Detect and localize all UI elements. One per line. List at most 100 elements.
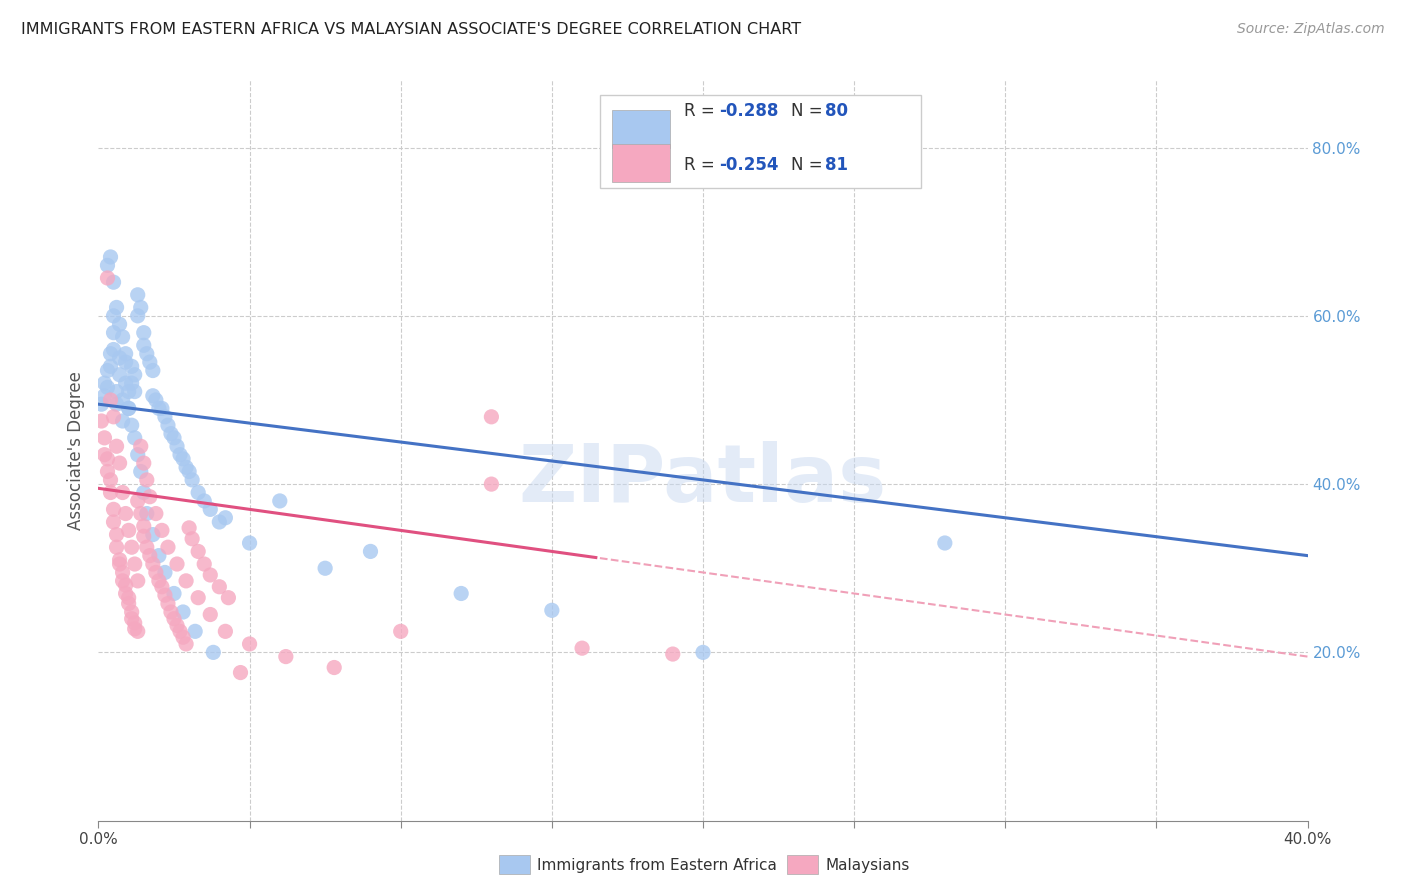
Point — [105, 527, 128, 541]
Point — [100, 359, 122, 374]
Point — [360, 544, 382, 558]
Point — [135, 347, 157, 361]
Point — [132, 519, 155, 533]
Y-axis label: Associate's Degree: Associate's Degree — [66, 371, 84, 530]
Point — [200, 607, 222, 622]
Point — [121, 359, 143, 374]
Point — [145, 566, 167, 580]
Text: N =: N = — [792, 103, 828, 120]
Point — [124, 615, 146, 630]
Point — [172, 451, 194, 466]
Point — [208, 580, 231, 594]
Point — [129, 465, 152, 479]
Text: 81: 81 — [825, 156, 848, 174]
Point — [111, 566, 134, 580]
Point — [193, 494, 215, 508]
Point — [114, 507, 136, 521]
Text: ZIPatlas: ZIPatlas — [519, 441, 887, 519]
Point — [139, 549, 162, 563]
Point — [172, 605, 194, 619]
Point — [148, 549, 170, 563]
Point — [139, 355, 162, 369]
Point — [105, 540, 128, 554]
Point — [163, 431, 186, 445]
Point — [127, 574, 149, 588]
Point — [129, 439, 152, 453]
Point — [96, 465, 118, 479]
Point — [114, 347, 136, 361]
Point — [111, 392, 134, 407]
Point — [108, 318, 131, 332]
Point — [118, 591, 141, 605]
Point — [132, 529, 155, 543]
Point — [239, 536, 262, 550]
Point — [118, 384, 141, 399]
Point — [127, 448, 149, 462]
Point — [114, 586, 136, 600]
Point — [121, 540, 143, 554]
Point — [105, 301, 128, 315]
Point — [124, 557, 146, 571]
Point — [274, 649, 297, 664]
Point — [153, 409, 176, 424]
Point — [103, 343, 125, 357]
Point — [105, 439, 128, 453]
Point — [142, 363, 165, 377]
Point — [114, 376, 136, 391]
Point — [111, 574, 134, 588]
Point — [124, 384, 146, 399]
Point — [692, 645, 714, 659]
Point — [160, 605, 183, 619]
Point — [111, 414, 134, 428]
Point — [121, 376, 143, 391]
Text: Malaysians: Malaysians — [825, 858, 910, 872]
Point — [172, 630, 194, 644]
Text: R =: R = — [683, 156, 720, 174]
Point — [132, 485, 155, 500]
Point — [139, 490, 162, 504]
Point — [142, 527, 165, 541]
Point — [163, 612, 186, 626]
Point — [118, 597, 141, 611]
Point — [934, 536, 956, 550]
Point — [200, 568, 222, 582]
Point — [124, 622, 146, 636]
Point — [111, 485, 134, 500]
Point — [135, 540, 157, 554]
Point — [174, 460, 197, 475]
Point — [450, 586, 472, 600]
Point — [174, 637, 197, 651]
Point — [150, 401, 173, 416]
Point — [121, 418, 143, 433]
Point — [540, 603, 562, 617]
Point — [169, 448, 191, 462]
Point — [96, 258, 118, 272]
Point — [100, 485, 122, 500]
Point — [571, 641, 593, 656]
Point — [105, 397, 128, 411]
Point — [214, 624, 236, 639]
Point — [323, 660, 346, 674]
Point — [184, 624, 207, 639]
Point — [145, 392, 167, 407]
Point — [187, 591, 209, 605]
Point — [100, 250, 122, 264]
Point — [166, 557, 188, 571]
Point — [200, 502, 222, 516]
Point — [193, 557, 215, 571]
Point — [142, 389, 165, 403]
Point — [108, 456, 131, 470]
Text: R =: R = — [683, 103, 720, 120]
Point — [153, 588, 176, 602]
Point — [111, 330, 134, 344]
Point — [103, 409, 125, 424]
Point — [132, 326, 155, 340]
Point — [118, 401, 141, 416]
Point — [118, 524, 141, 538]
Point — [129, 507, 152, 521]
Point — [114, 578, 136, 592]
Point — [179, 465, 201, 479]
Point — [105, 384, 128, 399]
Point — [108, 553, 131, 567]
Text: 80: 80 — [825, 103, 848, 120]
